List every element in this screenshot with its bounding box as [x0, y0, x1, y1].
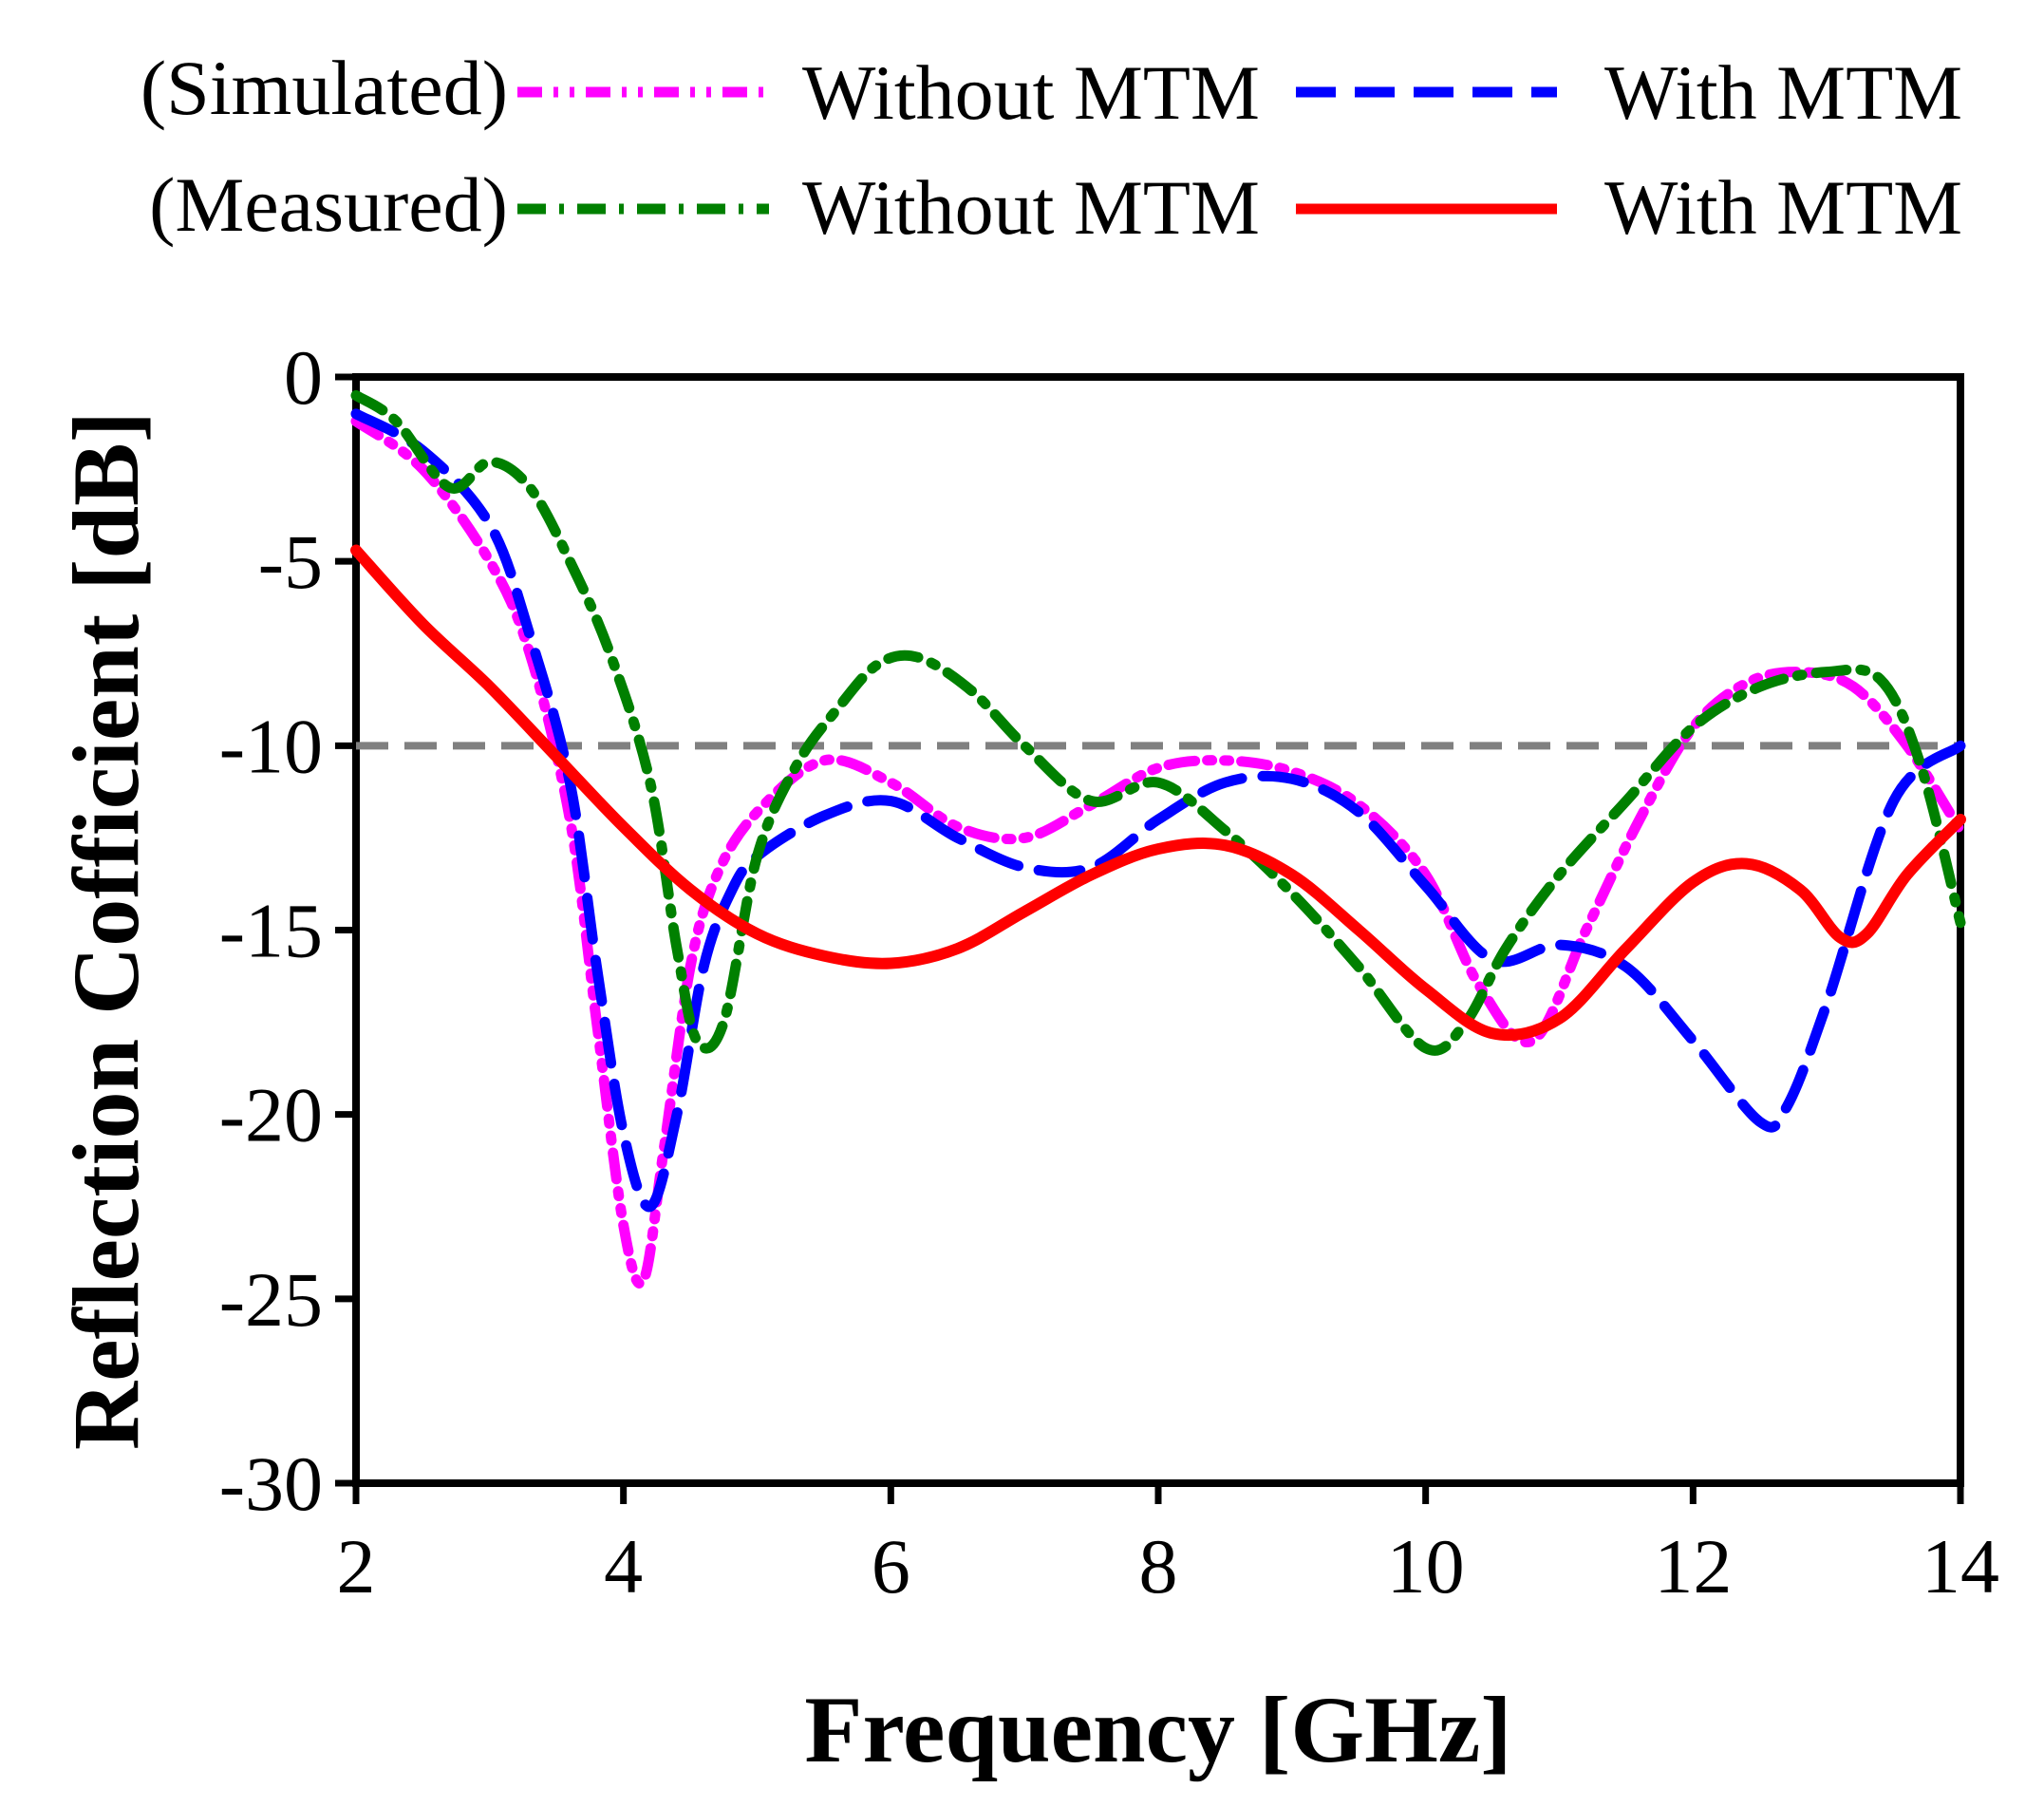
y-tick-label: -5 [258, 518, 323, 605]
y-tick-label: -20 [219, 1072, 323, 1158]
series-measured-without-mtm [350, 389, 1966, 1056]
legend-label-simulated-with-mtm: With MTM [1604, 49, 1962, 136]
legend-group-simulated-label: (Simulated) [141, 45, 508, 131]
x-axis-title: Frequency [GHz] [804, 1677, 1511, 1782]
x-axis: 2 4 6 8 10 12 14 [337, 1483, 1999, 1609]
legend-group-measured-label: (Measured) [149, 161, 508, 248]
y-tick-label: -10 [219, 703, 323, 789]
legend-label-measured-without-mtm: Without MTM [802, 164, 1260, 251]
legend-label-measured-with-mtm: With MTM [1604, 164, 1962, 251]
y-tick-label: -25 [219, 1256, 323, 1343]
y-tick-label: -15 [219, 888, 323, 974]
legend-label-simulated-without-mtm: Without MTM [802, 49, 1260, 136]
y-axis-title: Reflection Cofficient [dB] [53, 411, 159, 1450]
series-simulated-with-mtm [350, 408, 1966, 1213]
x-tick-label: 10 [1387, 1523, 1465, 1609]
y-tick-label: -30 [219, 1440, 323, 1527]
y-tick-label: 0 [284, 334, 323, 421]
x-tick-label: 4 [604, 1523, 643, 1609]
series-layer [350, 389, 1966, 1289]
y-axis: 0 -5 -10 -15 -20 -25 -30 [219, 334, 356, 1527]
x-tick-label: 2 [337, 1523, 376, 1609]
x-tick-label: 12 [1654, 1523, 1732, 1609]
x-tick-label: 8 [1139, 1523, 1178, 1609]
x-tick-label: 6 [872, 1523, 910, 1609]
x-tick-label: 14 [1922, 1523, 1999, 1609]
series-simulated-without-mtm [350, 416, 1966, 1289]
legend: (Simulated) (Measured) Without MTM With … [141, 45, 1962, 251]
series-measured-with-mtm [350, 544, 1966, 1042]
